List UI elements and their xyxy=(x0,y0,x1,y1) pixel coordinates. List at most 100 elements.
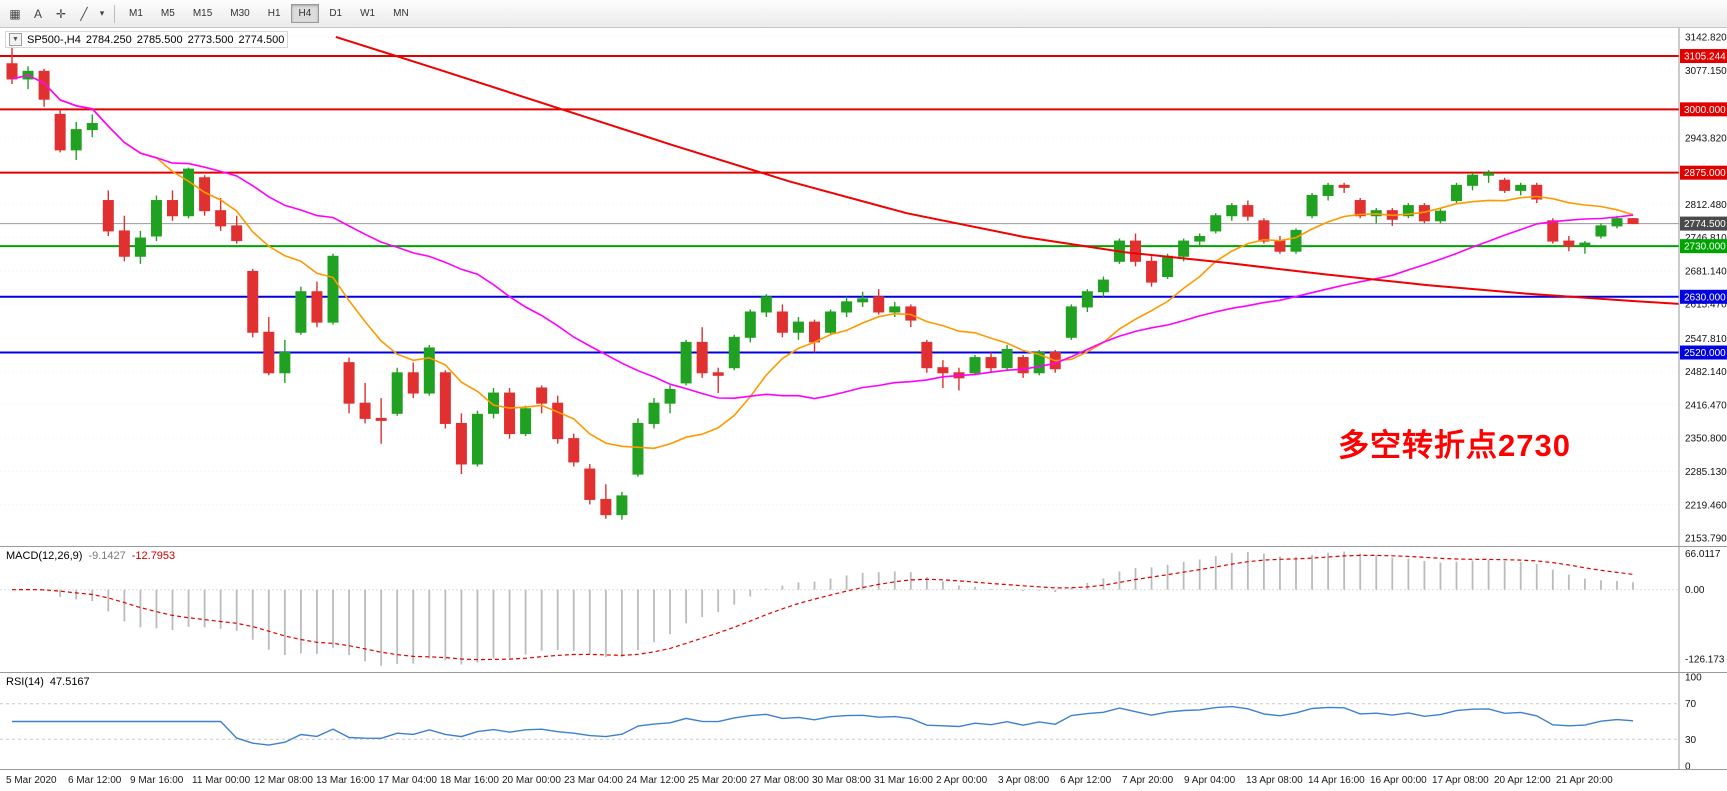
text-tool-icon[interactable]: A xyxy=(33,6,42,21)
rsi-canvas[interactable]: 100 70 30 0 xyxy=(0,673,1727,769)
time-label: 21 Apr 20:00 xyxy=(1556,775,1613,786)
macd-main-value: -9.1427 xyxy=(88,550,126,562)
candle-body xyxy=(1627,218,1639,225)
time-label: 9 Mar 16:00 xyxy=(130,775,184,786)
timeframe-button-w1[interactable]: W1 xyxy=(360,8,376,19)
time-label: 2 Apr 00:00 xyxy=(936,775,988,786)
ma-slow-line xyxy=(11,74,1634,400)
candle-body xyxy=(391,372,403,414)
time-label: 31 Mar 16:00 xyxy=(874,775,933,786)
candle-body xyxy=(1226,205,1238,217)
candle-body xyxy=(712,372,724,376)
candle-body xyxy=(455,422,467,465)
crosshair-tool-icon[interactable]: ✛ xyxy=(55,6,67,21)
candle-body xyxy=(504,392,516,435)
timeframe-button-h1[interactable]: H1 xyxy=(267,8,281,19)
candle-body xyxy=(969,357,981,374)
candlestick-chart-canvas[interactable]: 3142.820 3077.150 2943.820 2812.480 2746.810… xyxy=(0,28,1727,546)
candle-body xyxy=(841,301,853,313)
price-grid-label: 2547.810 xyxy=(1685,334,1727,345)
rsi-value: 47.5167 xyxy=(49,676,90,688)
candle-body xyxy=(1611,218,1623,227)
time-axis[interactable]: 5 Mar 2020 6 Mar 12:00 9 Mar 16:00 11 Mar 0… xyxy=(0,769,1727,791)
timeframe-button-m1[interactable]: M1 xyxy=(129,8,143,19)
candle-body xyxy=(680,341,692,384)
candle-body xyxy=(439,372,451,424)
candle-body xyxy=(167,200,178,217)
timeframe-button-d1[interactable]: D1 xyxy=(329,8,343,19)
candle-body xyxy=(118,230,130,257)
candle-body xyxy=(134,237,146,257)
candle-body xyxy=(776,311,788,333)
line-tool-icon[interactable]: ╱ xyxy=(80,6,88,21)
tools-dropdown-arrow-icon[interactable]: ▾ xyxy=(99,8,105,18)
timeframe-button-mn[interactable]: MN xyxy=(393,8,409,19)
candle-body xyxy=(1258,220,1270,242)
candle-body xyxy=(247,270,259,333)
price-grid-label: 2812.480 xyxy=(1685,200,1727,211)
candle-body xyxy=(150,200,162,237)
candle-body xyxy=(825,311,837,333)
chart-text-annotation[interactable]: 多空转折点2730 xyxy=(1338,428,1571,463)
rsi-label: RSI(14) 47.5167 xyxy=(6,676,90,688)
timeframe-button-group: M1 M5 M15 M30 H1 H4 D1 W1 MN xyxy=(121,4,417,23)
time-label: 7 Apr 20:00 xyxy=(1122,775,1174,786)
candle-body xyxy=(857,298,869,303)
candle-body xyxy=(696,341,708,374)
rsi-axis-label: 100 xyxy=(1685,673,1702,684)
time-label: 11 Mar 00:00 xyxy=(192,775,251,786)
candle-body xyxy=(231,225,243,242)
timeframe-button-h4[interactable]: H4 xyxy=(290,4,320,23)
price-grid-label: 2285.130 xyxy=(1685,467,1727,478)
timeframe-button-m30[interactable]: M30 xyxy=(230,8,250,19)
price-level-badge xyxy=(1680,289,1727,304)
candle-body xyxy=(873,296,885,313)
price-level-badge-text: 3105.244 xyxy=(1684,52,1726,63)
candle-body xyxy=(1146,260,1158,283)
candle-body xyxy=(1290,229,1302,252)
candle-body xyxy=(407,372,419,394)
candle-body xyxy=(279,352,291,374)
price-level-badge xyxy=(1680,102,1727,117)
candle-body xyxy=(86,123,98,131)
price-grid-label: 2219.460 xyxy=(1685,500,1727,511)
time-label: 17 Apr 08:00 xyxy=(1432,775,1489,786)
candle-body xyxy=(102,200,114,232)
candle-body xyxy=(1210,215,1222,232)
candle-body xyxy=(327,255,339,323)
candle-body xyxy=(809,321,820,343)
timeframe-button-m5[interactable]: M5 xyxy=(160,8,175,19)
time-label: 18 Mar 16:00 xyxy=(440,775,499,786)
ohlc-low: 2773.500 xyxy=(187,33,234,46)
candle-body xyxy=(6,63,18,80)
macd-label: MACD(12,26,9) -9.1427 -12.7953 xyxy=(6,550,175,562)
candle-body xyxy=(1081,291,1093,308)
time-label: 6 Mar 12:00 xyxy=(68,775,122,786)
candle-body xyxy=(215,210,227,227)
one-click-trading-expander[interactable]: ▼ xyxy=(9,33,22,46)
candle-body xyxy=(70,129,82,151)
timeframe-button-m15[interactable]: M15 xyxy=(192,8,213,19)
macd-canvas[interactable]: 66.0117 0.00 -126.173 xyxy=(0,547,1727,672)
indicators-window-icon[interactable]: ▦ xyxy=(9,6,21,21)
chart-title: ▼ SP500-,H4 2784.250 2785.500 2773.500 2… xyxy=(5,31,289,48)
candle-body xyxy=(744,311,756,338)
rsi-line xyxy=(12,705,1634,746)
price-level-badge-text: 3000.000 xyxy=(1684,105,1726,116)
time-label: 24 Mar 12:00 xyxy=(626,775,685,786)
price-level-badge xyxy=(1680,49,1727,64)
candle-body xyxy=(1467,174,1479,186)
candle-body xyxy=(1306,194,1318,217)
candle-body xyxy=(536,387,548,404)
candle-body xyxy=(632,422,644,475)
rsi-axis-label: 0 xyxy=(1685,762,1691,770)
candle-body xyxy=(616,495,628,516)
time-label: 16 Apr 00:00 xyxy=(1370,775,1427,786)
macd-signal-line xyxy=(11,554,1634,661)
candle-body xyxy=(54,113,66,151)
time-label: 25 Mar 20:00 xyxy=(688,775,747,786)
candle-body xyxy=(359,402,371,419)
candle-body xyxy=(1402,205,1414,217)
candle-body xyxy=(1563,240,1575,247)
candle-body xyxy=(1595,225,1607,237)
